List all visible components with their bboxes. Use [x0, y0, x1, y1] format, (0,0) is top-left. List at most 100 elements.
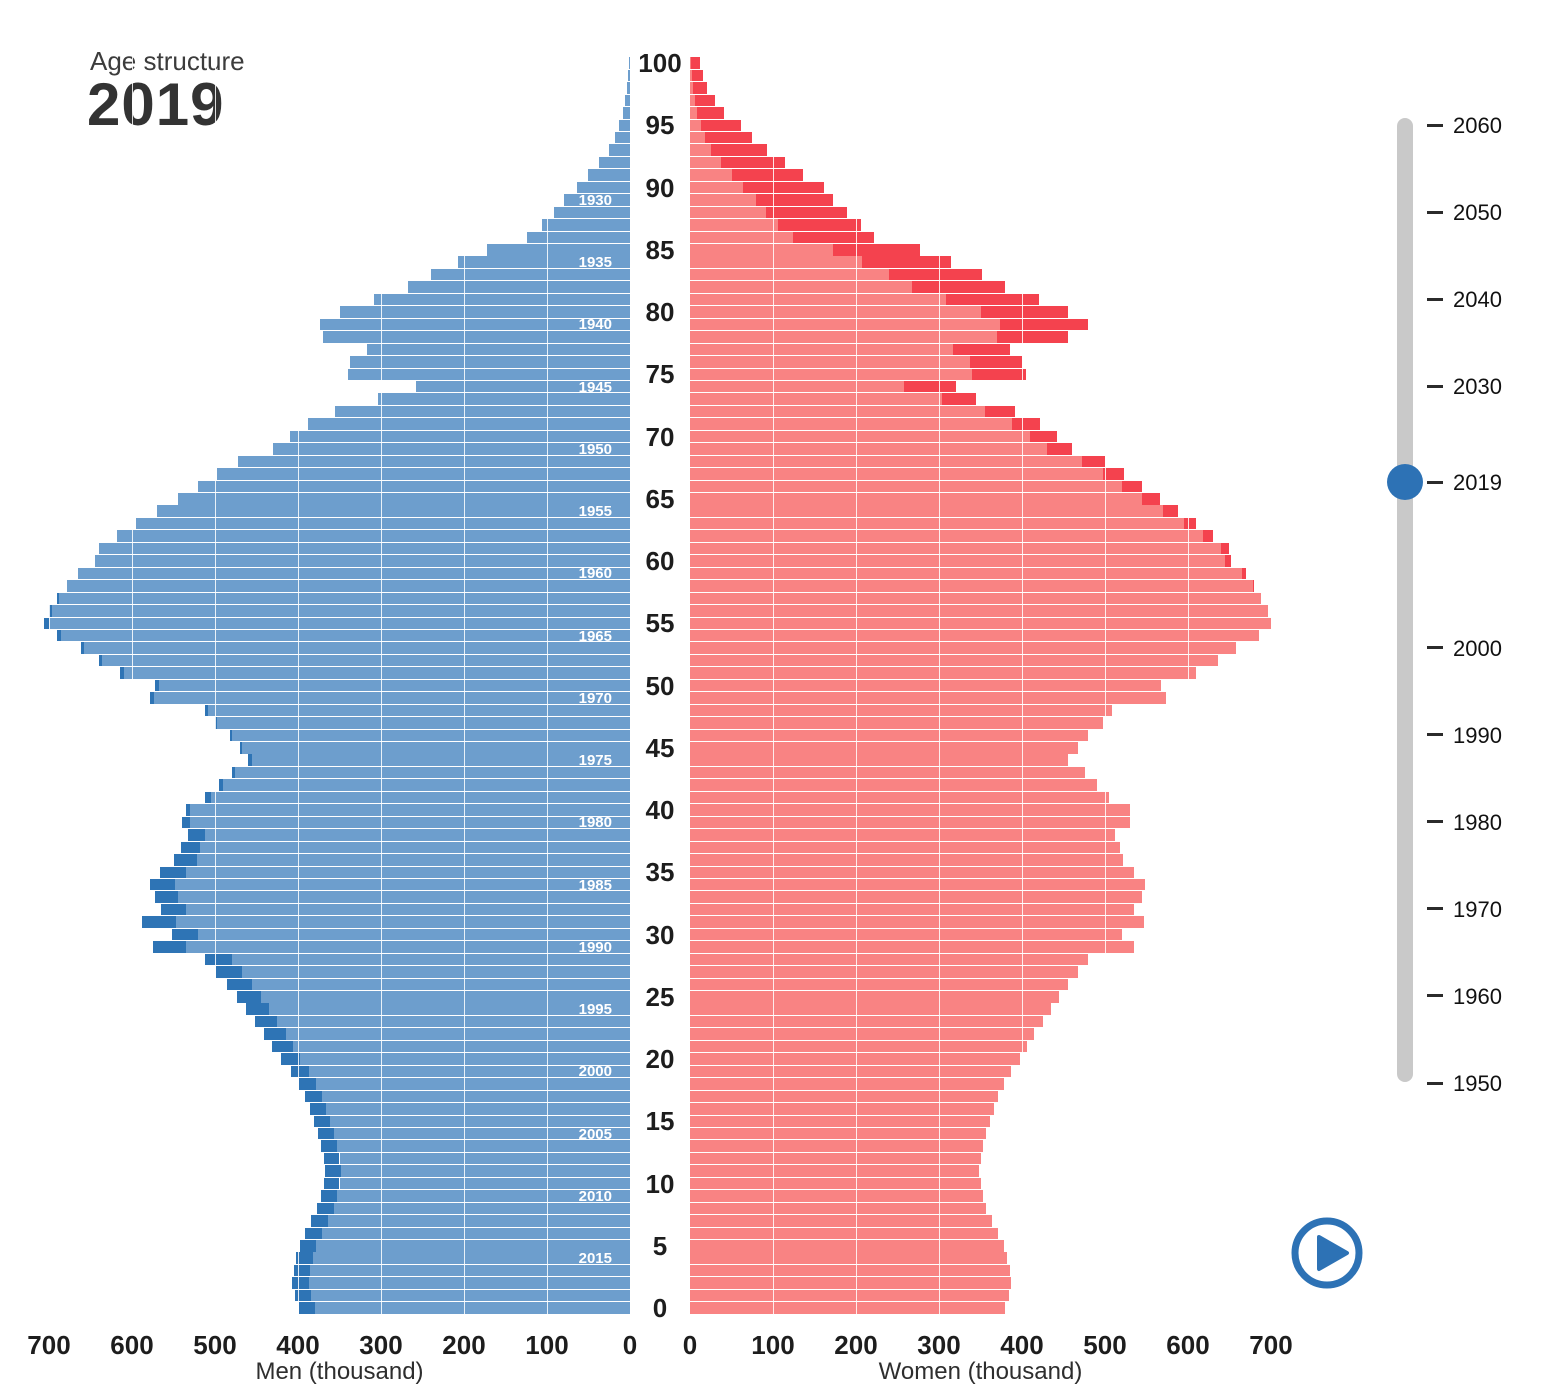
women-population-bar	[690, 418, 1013, 430]
play-button[interactable]	[1288, 1214, 1366, 1292]
men-population-bar	[196, 854, 630, 866]
cohort-year-label: 1950	[578, 440, 612, 458]
women-population-bar	[690, 555, 1226, 567]
men-surplus-bar	[57, 592, 59, 605]
age-axis-tick: 95	[645, 110, 675, 141]
women-population-bar	[690, 1040, 1027, 1053]
men-surplus-bar	[205, 791, 211, 804]
men-axis-title: Men (thousand)	[255, 1358, 424, 1385]
men-surplus-bar	[325, 1165, 342, 1177]
timeline-tick	[1427, 820, 1443, 824]
value-gridline	[298, 56, 299, 1315]
age-axis-tick: 45	[645, 732, 675, 763]
men-surplus-bar	[180, 841, 201, 854]
timeline-slider-handle[interactable]	[1387, 464, 1423, 501]
women-population-bar	[690, 1227, 998, 1240]
women-population-bar	[690, 430, 1031, 443]
women-population-bar	[690, 829, 1115, 841]
men-population-bar	[415, 380, 630, 393]
women-population-bar	[690, 941, 1135, 953]
men-population-bar	[430, 268, 630, 281]
men-population-bar	[49, 617, 630, 629]
men-surplus-bar	[173, 854, 197, 866]
timeline-tick-label: 2060	[1453, 113, 1502, 138]
age-axis-tick: 5	[652, 1230, 668, 1261]
women-population-bar	[690, 480, 1122, 493]
men-population-bar	[241, 966, 630, 978]
men-population-bar	[185, 941, 630, 953]
value-gridline	[547, 56, 548, 1315]
men-population-bar	[337, 1190, 630, 1202]
men-surplus-bar	[298, 1302, 315, 1314]
women-population-bar	[690, 1289, 1009, 1302]
cohort-year-label: 1980	[578, 814, 612, 832]
cohort-year-label: 1990	[578, 938, 612, 956]
women-population-bar	[690, 169, 733, 181]
women-axis-tick: 300	[917, 1330, 961, 1360]
men-population-bar	[339, 1177, 630, 1190]
women-population-bar	[690, 742, 1078, 754]
timeline-tick-label: 2040	[1453, 287, 1502, 313]
timeline-slider-track[interactable]	[1397, 118, 1413, 1082]
men-axis-tick: 700	[27, 1330, 71, 1360]
men-population-bar	[273, 443, 630, 455]
age-axis-tick: 60	[645, 546, 675, 576]
women-population-bar	[690, 1053, 1020, 1065]
value-gridline	[773, 56, 774, 1315]
men-surplus-bar	[254, 1015, 278, 1028]
men-population-bar	[78, 567, 630, 580]
men-population-bar	[94, 555, 630, 567]
women-surplus-bar	[911, 281, 1006, 293]
age-axis-tick: 85	[645, 234, 675, 265]
women-population-bar	[690, 1240, 1004, 1252]
men-population-bar	[300, 1053, 630, 1065]
men-surplus-bar	[226, 978, 252, 991]
men-surplus-bar	[150, 692, 154, 704]
women-population-bar	[690, 1215, 993, 1227]
cohort-year-label: 1975	[578, 752, 612, 770]
men-population-bar	[615, 131, 630, 144]
women-population-bar	[690, 468, 1103, 480]
men-surplus-bar	[321, 1140, 337, 1152]
women-population-bar	[690, 1115, 990, 1127]
women-surplus-bar	[693, 82, 708, 94]
men-population-bar	[628, 69, 630, 82]
men-axis-tick: 400	[276, 1330, 320, 1360]
men-surplus-bar	[231, 766, 235, 779]
women-population-bar	[690, 455, 1082, 468]
women-surplus-bar	[1221, 542, 1230, 555]
men-population-bar	[223, 779, 630, 791]
women-population-bar	[690, 343, 954, 356]
timeline-tick-label: 1980	[1453, 809, 1502, 835]
women-population-bar	[690, 268, 890, 281]
men-surplus-bar	[323, 1177, 340, 1190]
men-surplus-bar	[80, 642, 84, 654]
women-population-bar	[690, 156, 721, 169]
men-population-bar	[458, 256, 630, 268]
women-population-bar	[690, 1090, 998, 1103]
men-population-bar	[217, 717, 630, 729]
women-population-bar	[690, 1202, 987, 1215]
men-population-bar	[408, 281, 630, 293]
men-population-bar	[251, 754, 630, 766]
men-surplus-bar	[171, 928, 199, 941]
women-population-bar	[690, 605, 1268, 617]
women-surplus-bar	[710, 144, 768, 156]
women-surplus-bar	[861, 256, 952, 268]
men-surplus-bar	[309, 1103, 327, 1115]
cohort-year-label: 1995	[578, 1001, 612, 1019]
value-gridline	[1105, 56, 1106, 1315]
women-population-bar	[690, 928, 1122, 941]
women-population-bar	[690, 1065, 1012, 1078]
men-population-bar	[599, 156, 630, 169]
play-icon	[1291, 1217, 1363, 1289]
women-population-bar	[690, 1140, 983, 1152]
men-surplus-bar	[185, 804, 191, 816]
women-population-bar	[690, 991, 1060, 1003]
men-population-bar	[175, 878, 630, 891]
women-population-bar	[690, 107, 698, 119]
women-population-bar	[690, 692, 1167, 704]
women-population-bar	[690, 704, 1113, 717]
timeline-tick	[1427, 297, 1443, 301]
men-population-bar	[316, 1078, 630, 1090]
